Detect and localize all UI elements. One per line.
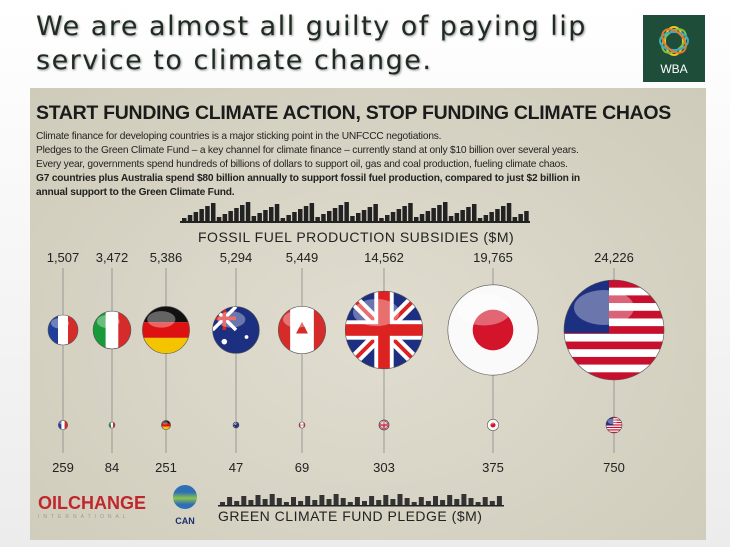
fossil-subsidy-bubble [142,306,190,354]
flag-japan-icon [487,419,499,431]
fossil-subsidy-bubble [212,306,260,354]
fossil-subsidy-value: 1,507 [47,250,80,265]
fossil-subsidy-bubble [47,314,79,346]
wba-logo-text: WBA [660,62,688,76]
flag-canada-icon [278,306,326,354]
country-column: 3,472 84 [92,250,132,475]
wba-logo: WBA [643,15,705,82]
country-column: 5,386 251 [142,250,190,475]
oilchange-logo-text: OILCHANGE [38,493,146,513]
country-column: 14,562 303 [344,250,424,475]
bold-statement-1: G7 countries plus Australia spend $80 bi… [36,173,580,184]
title-line-1: We are almost all guilty of paying lip [36,11,587,42]
fossil-subsidy-value: 5,294 [220,250,253,265]
country-column: 24,226 750 [563,250,665,475]
gcf-pledge-label: GREEN CLIMATE FUND PLEDGE ($M) [218,508,483,524]
fossil-subsidy-value: 19,765 [473,250,513,265]
fossil-subsidy-value: 24,226 [594,250,634,265]
gcf-pledge-bubble [487,419,499,431]
fossil-subsidy-value: 5,386 [150,250,183,265]
can-globe-icon [173,485,197,509]
gcf-pledge-bubble [57,419,69,431]
skyline-silhouette [180,202,530,223]
gcf-pledge-value: 69 [295,460,309,475]
can-logo-text: CAN [175,516,195,526]
fossil-subsidy-bubble [447,284,539,376]
green-town-silhouette [218,494,504,507]
bold-statement-2: annual support to the Green Climate Fund… [36,187,235,198]
title-line-2: service to climate change. [36,45,433,76]
fossil-subsidy-value: 5,449 [286,250,319,265]
wba-ring-icon [659,26,689,56]
gcf-pledge-bubble [232,421,240,429]
flag-italy-icon [109,422,115,428]
flag-france-icon [48,315,78,345]
gcf-pledge-value: 303 [373,460,395,475]
flag-canada-icon [299,422,305,428]
fossil-subsidy-bubble [344,290,424,370]
fossil-subsidies-label: FOSSIL FUEL PRODUCTION SUBSIDIES ($M) [198,229,515,245]
infographic-headline: START FUNDING CLIMATE ACTION, STOP FUNDI… [36,102,671,124]
fossil-subsidy-bubble [563,279,665,381]
gcf-pledge-value: 750 [603,460,625,475]
fossil-subsidy-value: 3,472 [96,250,129,265]
gcf-pledge-bubble [605,416,623,434]
flag-uk-icon [345,291,423,369]
paragraph-1: Climate finance for developing countries… [36,131,442,142]
paragraph-3: Every year, governments spend hundreds o… [36,159,568,170]
gcf-pledge-value: 375 [482,460,504,475]
slide-title: We are almost all guilty of paying lip se… [36,10,636,78]
flag-germany-icon [161,420,171,430]
flag-australia-icon [212,306,260,354]
gcf-pledge-bubble [298,421,306,429]
infographic: 1,507 259 3,472 84 5,386 251 5,294 47 5,449 69 14,… [30,88,706,540]
flag-germany-icon [142,306,190,354]
flag-usa-icon [606,417,622,433]
fossil-subsidy-value: 14,562 [364,250,404,265]
oilchange-logo-subtext: INTERNATIONAL [38,514,130,520]
oilchange-logo: OILCHANGE INTERNATIONAL [38,493,146,520]
flag-italy-icon [93,311,131,349]
gcf-pledge-bubble [108,421,116,429]
flag-france-icon [58,420,68,430]
fossil-subsidy-bubble [277,305,327,355]
gcf-pledge-value: 259 [52,460,74,475]
gcf-pledge-value: 84 [105,460,119,475]
flag-japan-icon [447,284,539,376]
gcf-pledge-value: 47 [229,460,243,475]
country-column: 19,765 375 [447,250,539,475]
country-column: 5,294 47 [212,250,260,475]
can-logo: CAN [170,485,200,528]
chart-canvas: 1,507 259 3,472 84 5,386 251 5,294 47 5,449 69 14,… [47,202,665,507]
country-column: 5,449 69 [277,250,327,475]
paragraph-2: Pledges to the Green Climate Fund – a ke… [36,145,579,156]
fossil-subsidy-bubble [92,310,132,350]
flag-usa-icon [564,280,664,380]
gcf-pledge-bubble [161,420,171,430]
gcf-pledge-value: 251 [155,460,177,475]
country-column: 1,507 259 [47,250,80,475]
gcf-pledge-bubble [378,419,390,431]
